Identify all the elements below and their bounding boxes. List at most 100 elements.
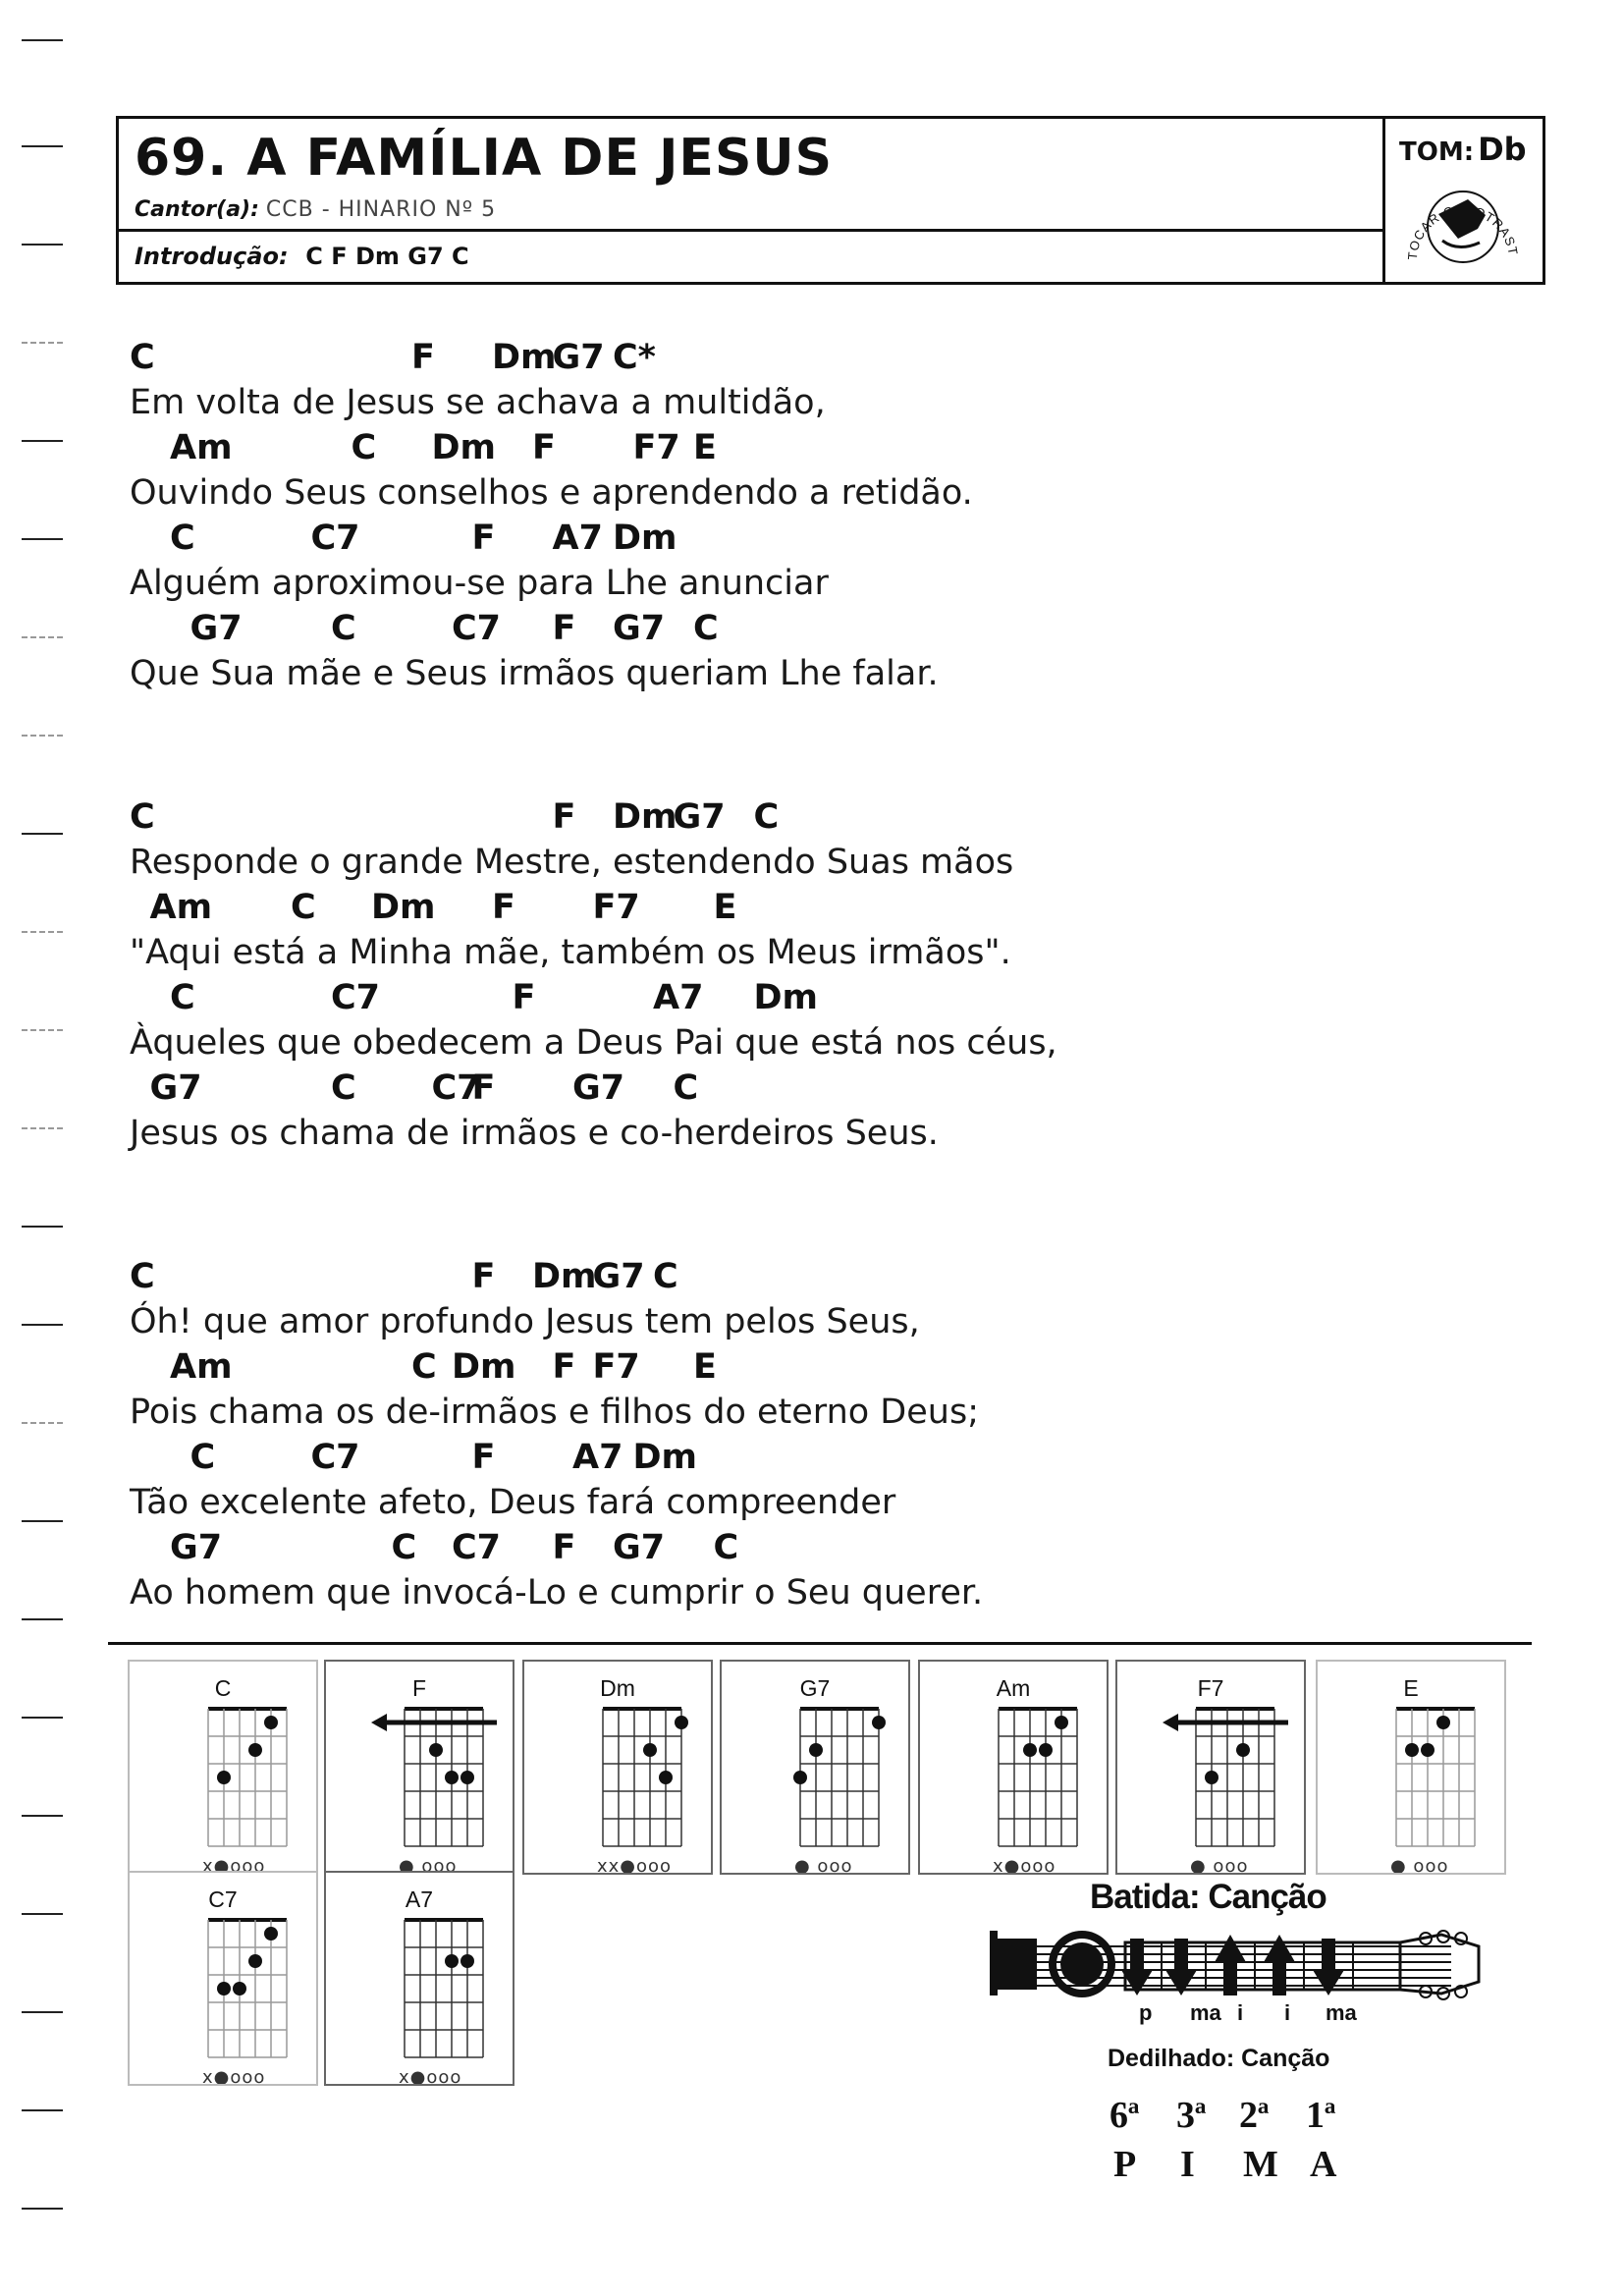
key-value: Db <box>1478 131 1527 168</box>
finger-dot <box>1421 1743 1435 1757</box>
finger-dot <box>429 1743 443 1757</box>
finger-dot <box>1436 1716 1450 1729</box>
chord-line: G7 C C7 F G7 C <box>130 1068 1406 1114</box>
chord-symbol: F <box>471 519 496 558</box>
open-strings-marker: ● ooo <box>794 1856 852 1873</box>
chord-diagram-g7: G7 ● ooo <box>720 1660 910 1875</box>
chord-grid: ● ooo <box>1390 1707 1476 1873</box>
chord-symbol: F <box>512 978 536 1017</box>
chord-line: Am C Dm F F7 E <box>130 428 1406 473</box>
key-box: TOM:Db TOCAR CAPOTRASTE 1ª CASA <box>1382 119 1543 282</box>
finger-dot <box>793 1771 807 1784</box>
chord-line: Am C Dm F F7 E <box>130 1347 1406 1393</box>
chord-diagram-name: Dm <box>600 1675 635 1701</box>
barre-arrow-icon <box>1163 1714 1178 1731</box>
chord-line: C C7 F A7 Dm <box>130 978 1406 1023</box>
chord-symbol: F7 <box>592 888 640 927</box>
finger-dot <box>217 1771 231 1784</box>
chord-symbol: C7 <box>310 519 360 558</box>
lyric-line: Pois chama os de-irmãos e filhos do eter… <box>130 1393 979 1432</box>
open-strings-marker: ● ooo <box>1390 1856 1448 1873</box>
open-strings-marker: x●ooo <box>202 2067 265 2084</box>
chord-symbol: C <box>130 1257 155 1296</box>
chord-symbol: G7 <box>592 1257 645 1296</box>
finger-dot <box>233 1982 246 1995</box>
open-strings-marker: x●ooo <box>399 2067 461 2084</box>
margin-mark <box>22 636 63 638</box>
picking-finger-letter: A <box>1310 2144 1337 2185</box>
chord-diagram-name: C <box>214 1675 232 1701</box>
finger-dot <box>1405 1743 1419 1757</box>
chord-symbol: F <box>492 888 515 927</box>
chord-symbol: F <box>552 1528 576 1567</box>
section-divider <box>108 1642 1532 1645</box>
chord-diagram-name: Am <box>996 1675 1031 1701</box>
chord-diagram-name: F7 <box>1197 1675 1224 1701</box>
chord-grid: ● ooo <box>371 1707 497 1873</box>
finger-dot <box>264 1927 278 1941</box>
chord-symbol: A7 <box>653 978 704 1017</box>
chord-diagram-c7: C7 x●ooo <box>128 1871 318 2086</box>
chord-symbol: C7 <box>331 978 381 1017</box>
finger-dot <box>460 1771 474 1784</box>
chord-symbol: F <box>471 1438 496 1477</box>
chord-diagram-f7: F7 ● ooo <box>1115 1660 1306 1875</box>
chord-symbol: F7 <box>632 428 680 467</box>
stanza: C F Dm G7 C Óh! que amor profundo Jesus tem p… <box>130 1257 1406 1618</box>
title-divider <box>119 229 1385 232</box>
chord-symbol: C <box>653 1257 678 1296</box>
chord-symbol: A7 <box>552 519 603 558</box>
margin-mark <box>22 1913 63 1915</box>
chord-symbol: F <box>552 797 576 837</box>
chord-symbol: G7 <box>149 1068 202 1108</box>
finger-dot <box>460 1954 474 1968</box>
chord-line: C F Dm G7 C <box>130 797 1406 843</box>
chord-symbol: A7 <box>572 1438 623 1477</box>
margin-mark <box>22 2109 63 2111</box>
picking-finger-letter: P <box>1113 2144 1137 2185</box>
chord-grid: x●ooo <box>399 1918 484 2084</box>
margin-mark <box>22 1029 63 1031</box>
chord-grid: xx●ooo <box>597 1707 688 1873</box>
finger-dot <box>1205 1771 1218 1784</box>
stanza: C F Dm G7 C* Em volta de Jesus se achava a mu… <box>130 338 1406 699</box>
chord-line: C C7 F A7 Dm <box>130 519 1406 564</box>
margin-mark <box>22 1520 63 1522</box>
lyric-line: Alguém aproximou-se para Lhe anunciar <box>130 564 829 603</box>
picking-finger-letter: I <box>1180 2144 1195 2185</box>
chord-symbol: C7 <box>452 609 502 648</box>
chord-symbol: F <box>411 338 435 377</box>
chord-symbol: Dm <box>753 978 819 1017</box>
finger-dot <box>643 1743 657 1757</box>
chord-symbol: C <box>291 888 316 927</box>
chord-symbol: C7 <box>310 1438 360 1477</box>
chord-grid: x●ooo <box>202 1707 288 1873</box>
strum-finger-label: i <box>1237 2000 1244 2025</box>
chord-symbol: C <box>189 1438 216 1477</box>
chord-symbol: F <box>552 1347 576 1387</box>
chord-symbol: C <box>351 428 377 467</box>
finger-dot <box>675 1716 688 1729</box>
chord-diagram-f: F ● ooo <box>324 1660 514 1875</box>
picking-finger-letter: M <box>1243 2144 1278 2185</box>
strum-finger-label: ma <box>1190 2000 1221 2025</box>
intro-label: Introdução: <box>135 243 289 270</box>
picking-string-number: 2ª <box>1239 2095 1270 2136</box>
finger-dot <box>445 1954 459 1968</box>
cantor-label: Cantor(a): <box>135 197 259 222</box>
finger-dot <box>248 1743 262 1757</box>
capo-stamp-icon: TOCAR CAPOTRASTE 1ª CASA <box>1399 170 1520 263</box>
margin-mark <box>22 244 63 246</box>
lyric-line: Ouvindo Seus conselhos e aprendendo a re… <box>130 473 973 513</box>
chord-diagram-am: Am x●ooo <box>918 1660 1109 1875</box>
chord-symbol: F <box>552 609 576 648</box>
strum-up-arrow-icon <box>1215 1935 1246 1995</box>
chord-symbol: C <box>753 797 780 837</box>
key-label: TOM: Db <box>1399 131 1527 168</box>
chord-symbol: F <box>471 1257 496 1296</box>
strum-down-arrow-icon <box>1165 1939 1197 1995</box>
picking-string-number: 1ª <box>1306 2095 1336 2136</box>
margin-mark <box>22 145 63 147</box>
margin-mark <box>22 1815 63 1817</box>
